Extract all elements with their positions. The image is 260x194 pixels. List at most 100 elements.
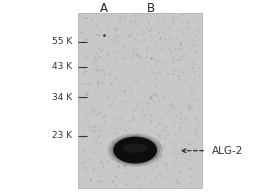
Point — [142, 91, 147, 94]
Point — [172, 16, 176, 19]
Point — [158, 134, 162, 137]
Point — [184, 127, 188, 130]
Point — [93, 56, 98, 59]
Point — [190, 92, 194, 95]
Point — [174, 153, 178, 157]
Point — [149, 120, 153, 123]
Point — [192, 176, 196, 179]
Point — [181, 54, 185, 57]
Point — [178, 126, 182, 129]
Point — [192, 78, 196, 81]
Point — [145, 145, 149, 148]
Point — [141, 105, 145, 108]
Point — [107, 64, 111, 67]
Point — [144, 114, 148, 117]
Point — [117, 117, 121, 120]
Point — [123, 183, 127, 186]
Point — [186, 149, 190, 152]
Point — [114, 175, 118, 178]
Point — [97, 179, 101, 182]
Point — [185, 22, 190, 25]
Point — [171, 61, 175, 64]
Point — [97, 135, 101, 139]
Point — [81, 112, 85, 115]
Point — [160, 68, 164, 71]
Point — [189, 88, 193, 91]
Point — [167, 49, 171, 52]
Point — [95, 83, 100, 86]
Point — [184, 162, 188, 165]
Point — [107, 113, 112, 116]
Point — [160, 61, 164, 64]
Point — [127, 150, 131, 153]
Point — [112, 25, 116, 28]
Point — [80, 26, 84, 29]
Point — [104, 161, 108, 164]
Point — [159, 154, 164, 158]
Point — [141, 110, 145, 113]
Point — [182, 32, 186, 35]
Point — [188, 158, 192, 161]
Point — [102, 161, 106, 164]
Point — [98, 111, 102, 114]
Point — [97, 48, 101, 51]
Point — [162, 143, 166, 146]
Point — [170, 170, 174, 173]
Point — [164, 126, 168, 129]
Point — [197, 124, 201, 127]
Point — [90, 167, 95, 170]
Point — [193, 39, 197, 42]
Point — [87, 119, 91, 122]
Point — [121, 100, 125, 103]
Point — [131, 78, 135, 81]
Point — [101, 69, 105, 72]
Point — [162, 61, 166, 64]
Point — [162, 31, 166, 34]
Point — [161, 115, 166, 118]
Point — [84, 170, 88, 173]
Point — [89, 83, 93, 86]
Point — [95, 143, 100, 146]
Point — [102, 114, 106, 117]
Point — [154, 126, 158, 129]
Point — [114, 184, 118, 187]
Point — [99, 142, 103, 145]
Point — [89, 178, 93, 181]
Point — [84, 70, 88, 73]
Point — [145, 15, 149, 18]
Text: 34 K: 34 K — [52, 93, 72, 102]
Point — [80, 17, 84, 20]
Point — [125, 183, 129, 186]
Point — [131, 136, 135, 139]
Point — [173, 142, 178, 145]
Point — [140, 155, 144, 158]
Point — [178, 69, 183, 72]
Point — [169, 88, 173, 91]
Point — [90, 136, 94, 139]
Point — [174, 157, 179, 160]
Point — [165, 176, 170, 179]
Point — [90, 23, 94, 26]
Point — [119, 117, 123, 120]
Point — [172, 162, 176, 165]
Point — [112, 151, 116, 154]
Point — [172, 165, 177, 168]
Point — [189, 72, 193, 75]
Point — [136, 39, 140, 42]
Point — [189, 175, 193, 178]
Point — [165, 112, 169, 115]
Point — [94, 66, 99, 69]
Point — [179, 42, 183, 45]
Point — [166, 152, 170, 155]
Point — [122, 164, 126, 167]
Point — [130, 147, 134, 150]
Point — [156, 116, 160, 119]
Point — [137, 82, 141, 86]
Point — [149, 121, 153, 124]
Point — [161, 13, 165, 16]
Point — [86, 58, 90, 61]
Point — [133, 109, 137, 112]
Point — [115, 45, 119, 48]
Point — [172, 57, 176, 60]
Point — [130, 91, 134, 94]
